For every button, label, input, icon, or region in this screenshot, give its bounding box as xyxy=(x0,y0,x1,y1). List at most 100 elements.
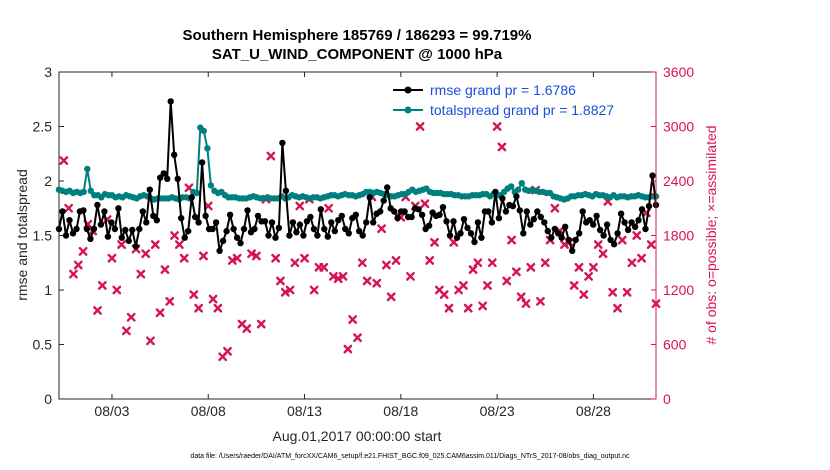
rmse-point xyxy=(638,206,646,213)
rmse-point xyxy=(600,232,607,239)
rmse-point xyxy=(610,241,618,248)
rmse-point xyxy=(352,211,359,218)
legend-rmse-label: rmse grand pr = 1.6786 xyxy=(430,82,576,98)
rmse-point xyxy=(631,223,639,230)
legend-spread-label: totalspread grand pr = 1.8827 xyxy=(430,102,614,118)
rmse-point xyxy=(90,225,98,233)
rmse-point xyxy=(342,225,349,233)
assimilated-marker xyxy=(497,142,507,152)
assimilated-marker xyxy=(425,256,435,265)
rmse-point xyxy=(457,230,464,237)
rmse-point xyxy=(164,175,171,182)
rmse-point xyxy=(415,206,422,213)
y-tick-label: 1 xyxy=(44,282,52,298)
rmse-point xyxy=(129,226,136,234)
assimilated-marker xyxy=(93,306,102,315)
assimilated-marker xyxy=(569,281,579,290)
rmse-point xyxy=(443,218,450,225)
rmse-point xyxy=(523,208,530,215)
legend-rmse-marker xyxy=(404,86,412,94)
assimilated-marker xyxy=(357,258,367,268)
assimilated-marker xyxy=(511,267,521,277)
rmse-point xyxy=(83,225,91,233)
assimilated-marker xyxy=(483,281,492,290)
y2-tick-label: 2400 xyxy=(663,173,694,189)
assimilated-marker xyxy=(150,240,160,249)
assimilated-marker xyxy=(117,240,126,249)
assimilated-marker xyxy=(170,231,179,240)
rmse-point xyxy=(338,212,345,220)
assimilated-marker xyxy=(324,203,334,213)
rmse-point xyxy=(97,221,105,228)
assimilated-marker xyxy=(468,265,478,274)
rmse-point xyxy=(237,239,244,247)
rmse-point xyxy=(174,175,181,182)
rmse-point xyxy=(303,218,311,225)
assimilated-marker xyxy=(574,262,584,272)
rmse-point xyxy=(425,222,433,229)
x-tick-label: 08/23 xyxy=(480,403,515,419)
x-tick-label: 08/18 xyxy=(383,403,418,419)
rmse-point xyxy=(572,236,579,244)
rmse-series xyxy=(55,98,660,254)
rmse-point xyxy=(171,151,178,158)
rmse-point xyxy=(59,208,66,215)
assimilated-marker xyxy=(478,301,488,311)
rmse-point xyxy=(534,208,541,215)
rmse-point xyxy=(450,218,457,225)
rmse-point xyxy=(328,219,335,226)
rmse-point xyxy=(244,207,251,214)
rmse-point xyxy=(202,212,209,220)
rmse-point xyxy=(251,225,258,233)
assimilated-marker xyxy=(251,251,261,261)
rmse-point xyxy=(436,211,443,218)
rmse-point xyxy=(345,230,352,237)
rmse-point xyxy=(279,139,286,147)
y-tick-label: 0 xyxy=(44,391,52,407)
rmse-point xyxy=(212,219,220,226)
rmse-point xyxy=(195,219,202,226)
rmse-point xyxy=(335,217,342,224)
assimilated-marker xyxy=(473,258,483,268)
assimilated-marker xyxy=(97,281,107,290)
rmse-point xyxy=(603,221,611,228)
rmse-point xyxy=(192,213,199,221)
footer-data-file: data file: /Users/raeder/DAI/ATM_forcXX/… xyxy=(190,453,630,460)
spread-point xyxy=(193,189,200,197)
spread-point xyxy=(204,145,211,152)
y2-tick-label: 3600 xyxy=(663,64,694,80)
rmse-point xyxy=(132,243,139,250)
assimilated-marker xyxy=(593,240,603,249)
rmse-point xyxy=(125,237,132,245)
rmse-point xyxy=(569,247,576,254)
rmse-point xyxy=(139,208,146,215)
rmse-point xyxy=(317,206,324,213)
assimilated-marker xyxy=(122,326,131,336)
rmse-point xyxy=(565,236,572,244)
rmse-point xyxy=(181,234,188,241)
assimilated-marker xyxy=(300,253,309,263)
rmse-point xyxy=(66,217,73,224)
assimilated-marker xyxy=(386,292,396,302)
assimilated-marker xyxy=(353,333,362,343)
assimilated-marker xyxy=(627,258,637,268)
rmse-point xyxy=(233,234,241,241)
assimilated-marker xyxy=(459,281,468,290)
assimilated-marker xyxy=(329,271,338,281)
assimilated-marker xyxy=(415,122,425,131)
rmse-point xyxy=(87,235,94,242)
rmse-point xyxy=(593,212,600,220)
rmse-point xyxy=(359,232,366,239)
y2-tick-label: 600 xyxy=(663,337,687,353)
rmse-point xyxy=(520,230,527,237)
rmse-point xyxy=(576,230,583,237)
y2-tick-label: 0 xyxy=(663,391,671,407)
assimilated-marker xyxy=(463,303,473,313)
assimilated-marker xyxy=(223,346,232,356)
rmse-point xyxy=(307,213,314,221)
assimilated-marker xyxy=(584,271,593,281)
rmse-point xyxy=(111,225,119,233)
y-axis-label: rmse and totalspread xyxy=(14,169,30,301)
assimilated-marker xyxy=(372,278,382,288)
plot-area xyxy=(58,71,657,400)
